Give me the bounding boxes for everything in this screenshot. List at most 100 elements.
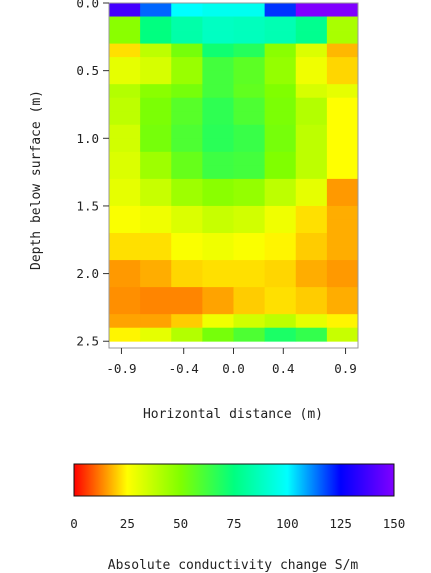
heatmap-cell xyxy=(109,300,141,315)
heatmap-cell xyxy=(233,219,266,234)
heatmap-cell xyxy=(171,138,203,153)
heatmap-cell xyxy=(140,327,172,342)
heatmap-cell xyxy=(140,314,172,329)
heatmap-cell xyxy=(295,219,328,234)
colorbar-tick-label: 100 xyxy=(276,516,299,531)
y-axis-ticks: 0.0 0.5 1.0 1.5 2.0 2.5 xyxy=(76,0,109,349)
heatmap-cell xyxy=(233,192,266,207)
colorbar-tick-label: 50 xyxy=(173,516,188,531)
heatmap-cell xyxy=(233,3,266,17)
heatmap-cell xyxy=(295,314,328,329)
heatmap-cell xyxy=(295,138,328,153)
heatmap-cell xyxy=(326,192,359,207)
heatmap-cell xyxy=(202,192,234,207)
heatmap-cell xyxy=(202,165,234,180)
heatmap-cell xyxy=(295,111,328,126)
heatmap-cell xyxy=(140,57,172,72)
colorbar-tick-label: 0 xyxy=(70,516,78,531)
heatmap-cell xyxy=(233,138,266,153)
heatmap-cell xyxy=(264,16,297,31)
heatmap-cell xyxy=(140,273,172,288)
heatmap-cell xyxy=(202,205,234,220)
heatmap-cell xyxy=(202,111,234,126)
heatmap-cell xyxy=(233,16,266,31)
heatmap-cell xyxy=(264,138,297,153)
heatmap-cell xyxy=(140,124,172,139)
heatmap-cell xyxy=(109,314,141,329)
heatmap-cell xyxy=(326,314,359,329)
heatmap-cell xyxy=(264,205,297,220)
heatmap-cell xyxy=(109,273,141,288)
heatmap-cell xyxy=(264,151,297,166)
heatmap-cell xyxy=(140,84,172,99)
heatmap-cell xyxy=(326,219,359,234)
heatmap-cell xyxy=(202,300,234,315)
heatmap-cell xyxy=(326,273,359,288)
heatmap-cell xyxy=(140,30,172,44)
heatmap-cells xyxy=(109,3,359,342)
heatmap-cell xyxy=(264,70,297,85)
heatmap-cell xyxy=(326,165,359,180)
heatmap-cell xyxy=(171,84,203,99)
heatmap-cell xyxy=(202,246,234,261)
heatmap-cell xyxy=(233,84,266,99)
heatmap-cell xyxy=(326,97,359,112)
heatmap-cell xyxy=(171,97,203,112)
heatmap-cell xyxy=(202,97,234,112)
heatmap-cell xyxy=(109,16,141,31)
heatmap-cell xyxy=(202,3,234,17)
heatmap-cell xyxy=(295,192,328,207)
heatmap-cell xyxy=(202,260,234,274)
heatmap-cell xyxy=(326,16,359,31)
x-axis-ticks: -0.9 -0.4 0.0 0.4 0.9 xyxy=(106,348,357,376)
heatmap-cell xyxy=(109,260,141,274)
heatmap-cell xyxy=(264,43,297,58)
heatmap-cell xyxy=(233,314,266,329)
heatmap-cell xyxy=(326,111,359,126)
heatmap-cell xyxy=(171,3,203,17)
heatmap-cell xyxy=(295,165,328,180)
heatmap-cell xyxy=(171,30,203,44)
heatmap-cell xyxy=(171,124,203,139)
heatmap-cell xyxy=(171,192,203,207)
heatmap-cell xyxy=(171,165,203,180)
heatmap-cell xyxy=(202,84,234,99)
heatmap-cell xyxy=(233,246,266,261)
heatmap-cell xyxy=(171,287,203,302)
heatmap-cell xyxy=(264,3,297,17)
heatmap-cell xyxy=(295,300,328,315)
heatmap-cell xyxy=(109,205,141,220)
heatmap-cell xyxy=(264,260,297,274)
heatmap-cell xyxy=(233,205,266,220)
y-axis-title: Depth below surface (m) xyxy=(29,90,44,270)
x-tick-label: -0.9 xyxy=(106,361,136,376)
heatmap-cell xyxy=(233,70,266,85)
heatmap-cell xyxy=(233,97,266,112)
colorbar-tick-label: 25 xyxy=(120,516,135,531)
heatmap-cell xyxy=(140,300,172,315)
heatmap-cell xyxy=(109,192,141,207)
heatmap-cell xyxy=(326,3,359,17)
heatmap-cell xyxy=(295,327,328,342)
heatmap-cell xyxy=(233,57,266,72)
colorbar-ticks: 0 25 50 75 100 125 150 xyxy=(70,516,405,531)
heatmap-cell xyxy=(264,314,297,329)
heatmap-cell xyxy=(326,205,359,220)
heatmap-cell xyxy=(109,3,141,17)
heatmap-cell xyxy=(326,43,359,58)
heatmap-cell xyxy=(295,246,328,261)
heatmap-cell xyxy=(109,43,141,58)
heatmap-cell xyxy=(264,233,297,247)
heatmap-cell xyxy=(171,151,203,166)
heatmap-cell xyxy=(233,287,266,302)
heatmap-cell xyxy=(326,70,359,85)
y-tick-label: 2.0 xyxy=(76,266,99,281)
heatmap-cell xyxy=(171,57,203,72)
heatmap-cell xyxy=(109,84,141,99)
heatmap-cell xyxy=(233,111,266,126)
heatmap-cell xyxy=(109,246,141,261)
heatmap-cell xyxy=(202,287,234,302)
heatmap-cell xyxy=(264,165,297,180)
heatmap-cell xyxy=(202,70,234,85)
